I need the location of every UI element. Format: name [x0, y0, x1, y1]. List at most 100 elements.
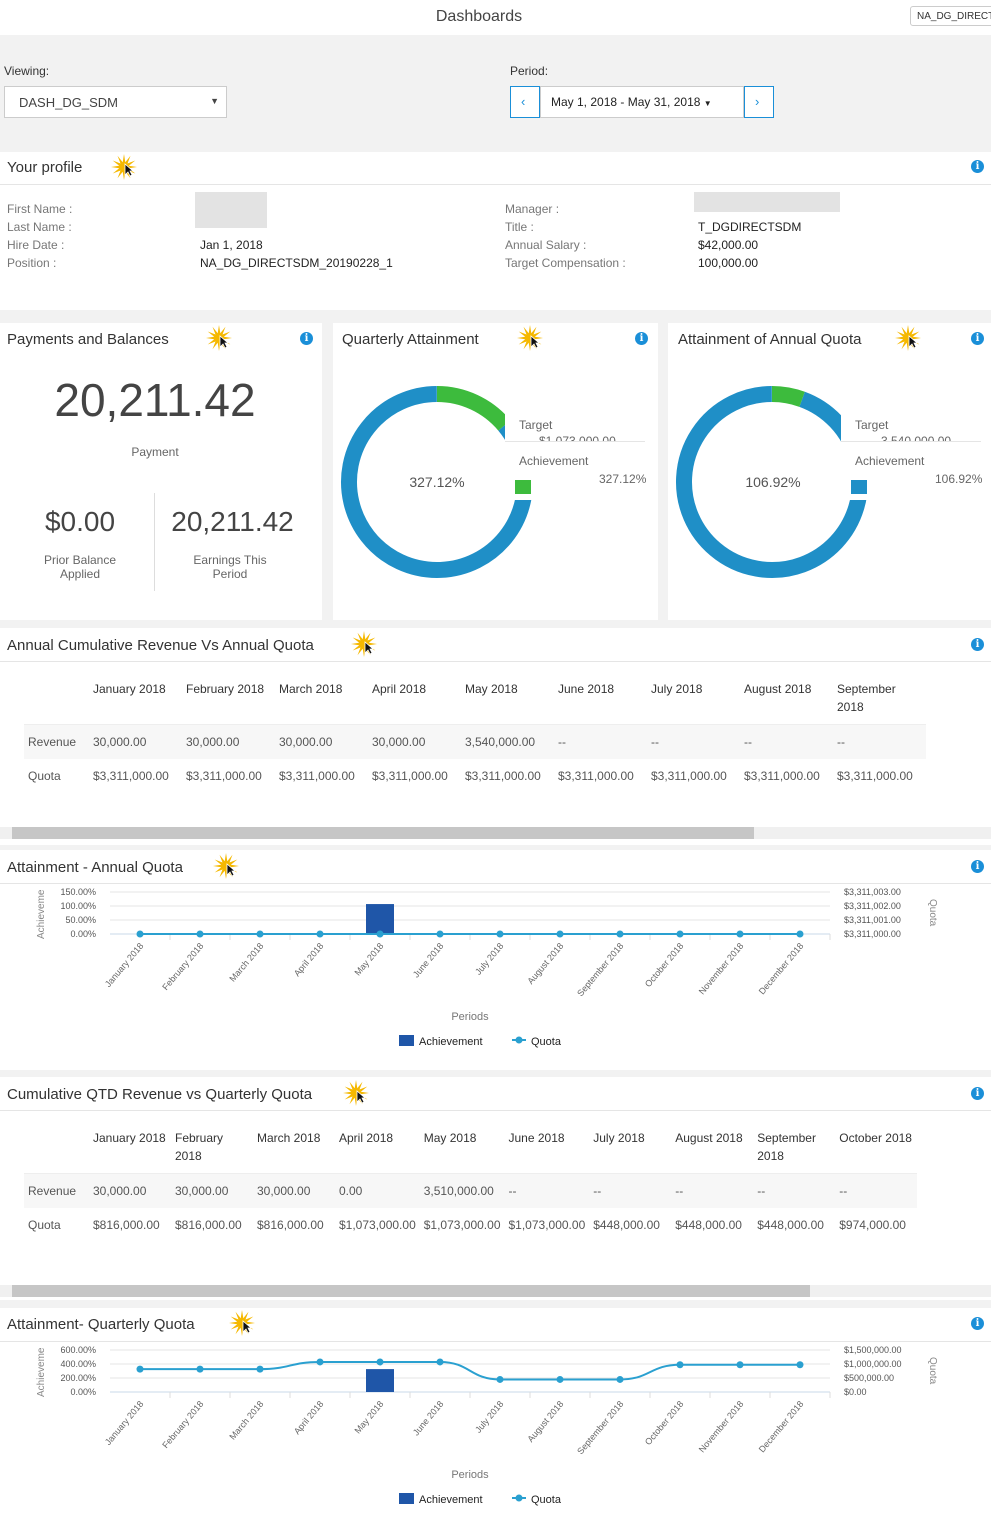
table-cell: $1,073,000.00	[508, 1217, 586, 1232]
redacted-manager	[694, 192, 840, 212]
table-cell: --	[835, 1172, 918, 1208]
column-header: March 2018	[279, 682, 343, 696]
target-value: 3,540,000.00	[881, 434, 952, 442]
table-header-row: January 2018 February 2018 March 2018 April…	[24, 672, 926, 724]
donut-legend: Target 3,540,000.00 Achievement 106.92%	[841, 408, 982, 500]
divider	[505, 441, 645, 442]
field-label: Title :	[505, 220, 534, 234]
table-header-row: January 2018 February 2018 March 2018 April…	[24, 1121, 917, 1173]
divider	[0, 1341, 991, 1342]
row-label: Revenue	[24, 723, 89, 759]
target-label: Target	[519, 418, 553, 432]
period-select[interactable]: May 1, 2018 - May 31, 2018 ▼	[540, 86, 744, 118]
quota-line	[140, 1360, 800, 1381]
profile-card: Your profile i First Name : Last Name : Hi…	[0, 152, 991, 310]
scrollbar-thumb[interactable]	[12, 1285, 810, 1297]
table-cell: $448,000.00	[593, 1217, 660, 1232]
cursor-icon	[226, 863, 237, 877]
donut-center-value: 106.92%	[745, 474, 801, 490]
x-axis-label: Periods	[451, 1011, 489, 1023]
scrollbar-thumb[interactable]	[12, 827, 754, 839]
table-cell: $3,311,000.00	[372, 768, 448, 783]
info-icon[interactable]: i	[971, 332, 984, 345]
column-header: October 2018	[839, 1131, 912, 1145]
quota-point	[316, 1358, 324, 1366]
table-cell: $1,073,000.00	[423, 1217, 501, 1232]
field-label: Manager :	[505, 202, 560, 216]
caret-down-icon: ▼	[703, 99, 712, 108]
legend-quota: Quota	[531, 1494, 562, 1506]
info-icon[interactable]: i	[971, 1087, 984, 1100]
quarterly-attainment-chart: 600.00% $1,500,000.00 400.00% $1,000,000.00…	[36, 1345, 938, 1506]
column-header: September 2018	[837, 682, 896, 714]
y2-tick-label: $3,311,003.00	[844, 887, 901, 897]
legend-quota-marker	[515, 1036, 523, 1044]
prior-balance-label: Prior Balance Applied	[43, 553, 117, 581]
annual-table-title: Annual Cumulative Revenue Vs Annual Quot…	[7, 637, 314, 654]
achievement-label: Achievement	[855, 454, 925, 468]
prior-balance-value: $0.00	[44, 506, 116, 537]
y2-tick-label: $500,000.00	[844, 1373, 894, 1383]
page-title: Dashboards	[435, 8, 523, 25]
earnings-label: Earnings This Period	[193, 553, 267, 581]
horizontal-scrollbar[interactable]	[0, 1285, 991, 1297]
x-tick-label: August 2018	[525, 941, 565, 986]
x-tick-label: April 2018	[292, 1399, 326, 1436]
prev-period-button[interactable]: ‹	[510, 86, 540, 118]
payments-title: Payments and Balances	[7, 331, 169, 348]
quarterly-attainment-title: Quarterly Attainment	[342, 331, 479, 348]
table-cell: --	[833, 723, 926, 759]
redacted-name	[195, 192, 267, 228]
x-tick-label: September 2018	[575, 941, 625, 998]
info-icon[interactable]: i	[971, 160, 984, 173]
table-cell: 3,540,000.00	[461, 723, 554, 759]
cursor-icon	[242, 1320, 253, 1334]
achievement-swatch	[851, 480, 867, 494]
chevron-right-icon: ›	[755, 94, 760, 109]
row-label: Quota	[28, 1217, 61, 1232]
y2-tick-label: $1,000,000.00	[844, 1359, 902, 1369]
info-icon[interactable]: i	[971, 860, 984, 873]
y-tick-label: 600.00%	[60, 1345, 96, 1355]
table-cell: $816,000.00	[257, 1217, 324, 1232]
quota-point	[256, 930, 264, 938]
caret-down-icon: ▼	[210, 96, 219, 106]
highlight-star-icon	[228, 1309, 256, 1337]
info-icon[interactable]: i	[971, 1317, 984, 1330]
x-tick-label: December 2018	[757, 1399, 806, 1454]
chevron-left-icon: ‹	[521, 94, 526, 109]
table-cell: $448,000.00	[757, 1217, 824, 1232]
column-header: June 2018	[508, 1131, 565, 1145]
column-header: April 2018	[372, 682, 427, 696]
column-header: July 2018	[651, 682, 703, 696]
info-icon[interactable]: i	[300, 332, 313, 345]
field-value: NA_DG_DIRECTSDM_20190228_1	[200, 256, 393, 270]
cursor-icon	[364, 641, 375, 655]
x-tick-label: September 2018	[575, 1399, 625, 1456]
legend-achievement: Achievement	[419, 1494, 483, 1506]
field-value: Jan 1, 2018	[200, 238, 263, 252]
table-cell: 30,000.00	[182, 723, 275, 759]
field-label: First Name :	[7, 202, 73, 216]
next-period-button[interactable]: ›	[744, 86, 774, 118]
table-cell: $3,311,000.00	[186, 768, 262, 783]
donut-legend: Target $1,073,000.00 Achievement 327.12%	[505, 408, 646, 500]
annual-revenue-table: January 2018 February 2018 March 2018 April…	[24, 672, 926, 793]
info-icon[interactable]: i	[971, 638, 984, 651]
horizontal-scrollbar[interactable]	[0, 827, 991, 839]
legend-achievement-swatch	[399, 1035, 414, 1046]
info-icon[interactable]: i	[635, 332, 648, 345]
table-cell: --	[671, 1172, 754, 1208]
quota-point	[376, 930, 384, 938]
viewing-select[interactable]: DASH_DG_SDM ▼	[4, 86, 227, 118]
x-tick-label: February 2018	[160, 941, 205, 992]
x-tick-label: January 2018	[103, 1399, 146, 1447]
column-header: January 2018	[93, 682, 166, 696]
quota-point	[496, 1375, 504, 1383]
legend-achievement: Achievement	[419, 1036, 483, 1048]
user-menu[interactable]: NA_DG_DIRECTSDM	[910, 6, 991, 26]
table-cell: $3,311,000.00	[93, 768, 169, 783]
x-tick-label: July 2018	[473, 941, 505, 977]
y2-tick-label: $3,311,000.00	[844, 929, 901, 939]
viewing-label: Viewing:	[4, 64, 50, 78]
